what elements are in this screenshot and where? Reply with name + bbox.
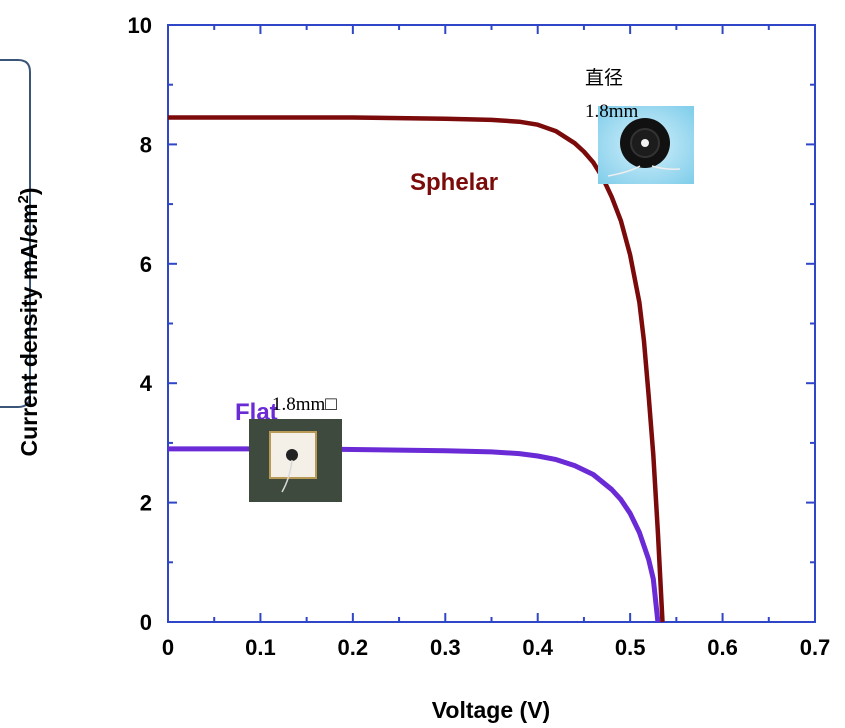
- sphelar-caption-diameter: 直径: [585, 67, 623, 89]
- y-axis-title-suffix: ): [16, 187, 42, 195]
- series-line-flat: [168, 446, 661, 623]
- plot-frame: [167, 24, 816, 623]
- sphelar-cell-photo: [598, 106, 694, 184]
- x-tick-label: 0.7: [800, 635, 831, 660]
- y-tick-label: 4: [140, 371, 153, 396]
- axis-ticks: [167, 24, 816, 623]
- x-tick-label: 0.5: [615, 635, 646, 660]
- y-tick-label: 2: [140, 491, 152, 516]
- x-tick-label: 0.2: [338, 635, 369, 660]
- x-tick-label: 0.3: [430, 635, 461, 660]
- y-axis-title-main: Current density mA/cm: [16, 203, 42, 456]
- y-tick-label: 10: [128, 13, 152, 38]
- y-tick-label: 6: [140, 252, 152, 277]
- x-axis-title: Voltage (V): [432, 697, 550, 723]
- y-tick-label: 0: [140, 610, 152, 635]
- y-axis-title: Current density mA/cm2): [15, 187, 42, 456]
- x-tick-label: 0.4: [522, 635, 553, 660]
- x-tick-label: 0.6: [707, 635, 738, 660]
- flat-cell-photo: [249, 419, 342, 502]
- panel-frame-edge: [0, 59, 31, 408]
- y-tick-label: 8: [140, 132, 152, 157]
- sphelar-caption-size: 1.8mm: [585, 101, 639, 122]
- y-axis-title-superscript: 2: [15, 195, 32, 203]
- x-tick-label: 0: [162, 635, 174, 660]
- series-line-sphelar: [168, 115, 665, 623]
- x-tick-label: 0.1: [245, 635, 276, 660]
- flat-caption-size: 1.8mm□: [272, 394, 337, 415]
- tick-labels: 0 0.1 0.2 0.3 0.4 0.5 0.6 0.7 0 2 4 6 8 10: [128, 13, 831, 660]
- series-label-sphelar: Sphelar: [410, 169, 498, 196]
